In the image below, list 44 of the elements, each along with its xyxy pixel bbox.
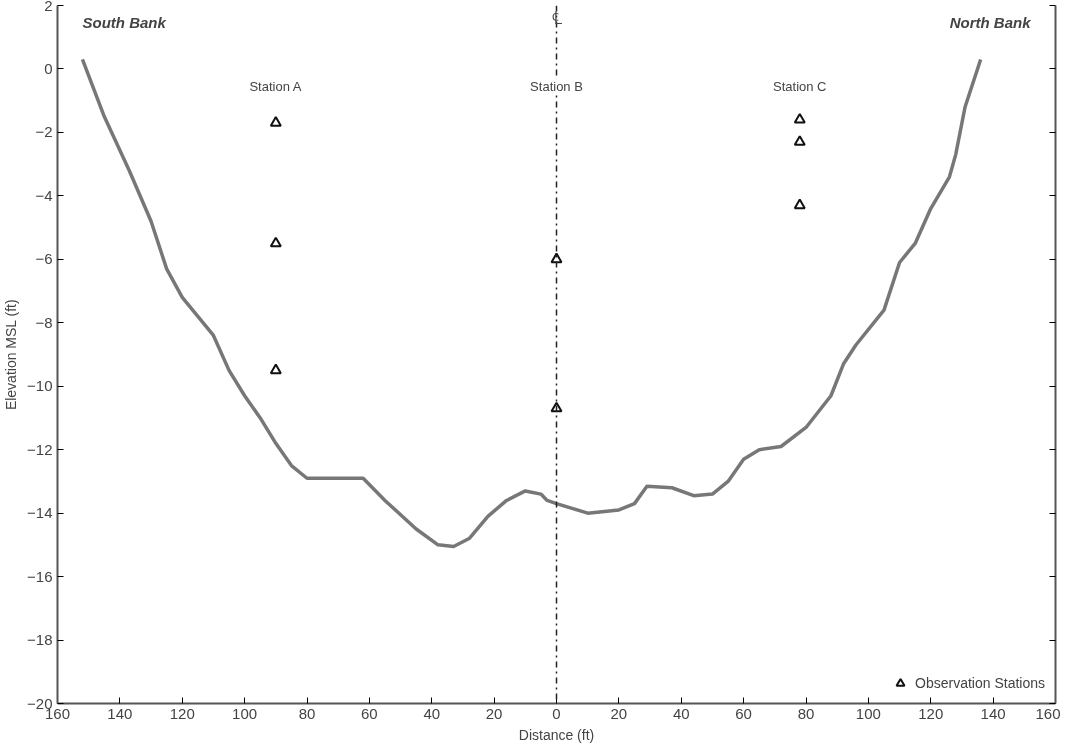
line-series	[80, 57, 983, 549]
x-tick-label: 100	[855, 704, 881, 722]
point	[793, 135, 806, 146]
x-tick-label: 80	[797, 704, 815, 722]
y-tick-label: −4	[35, 186, 53, 204]
point	[269, 236, 282, 248]
annotation: Station B	[530, 78, 583, 94]
x-tick-label: 140	[980, 704, 1006, 722]
y-tick-label: 0	[44, 59, 53, 77]
y-tick-label: −16	[27, 567, 53, 585]
x-tick-label: 80	[298, 704, 316, 722]
x-tick-label: 160	[1035, 704, 1061, 722]
x-tick-label: 0	[552, 704, 561, 722]
annotation: Station C	[773, 78, 827, 94]
ref-line-label: ℄	[551, 7, 562, 28]
point	[269, 116, 282, 127]
point	[793, 198, 806, 210]
x-tick-label: 60	[735, 704, 752, 722]
x-tick-label: 140	[107, 704, 133, 722]
annotation: North Bank	[949, 13, 1032, 31]
y-tick-label: 2	[44, 0, 53, 14]
y-tick-label: −10	[27, 377, 53, 395]
y-tick-label: −8	[35, 313, 53, 331]
x-tick-label: 100	[232, 704, 258, 722]
x-tick-label: 20	[610, 704, 628, 722]
x-tick-label: 40	[672, 704, 690, 722]
y-tick-label: −6	[35, 250, 53, 268]
annotation: Station A	[249, 78, 302, 94]
y-tick-label: −2	[35, 123, 53, 141]
point	[550, 252, 563, 264]
y-tick-label: −14	[27, 504, 53, 522]
x-tick-label: 40	[423, 704, 441, 722]
annotation: South Bank	[82, 13, 167, 31]
point	[269, 363, 282, 375]
legend-label: Observation Stations	[915, 675, 1045, 691]
y-tick-label: −18	[27, 631, 53, 649]
x-tick-label: 20	[485, 704, 503, 722]
y-tick-label: −12	[27, 440, 53, 458]
y-axis-title: Elevation MSL (ft)	[3, 299, 20, 411]
x-axis-title: Distance (ft)	[518, 726, 595, 743]
point	[793, 112, 806, 124]
x-tick-label: 120	[918, 704, 944, 722]
x-tick-label: 60	[361, 704, 378, 722]
x-tick-label: 120	[169, 704, 195, 722]
